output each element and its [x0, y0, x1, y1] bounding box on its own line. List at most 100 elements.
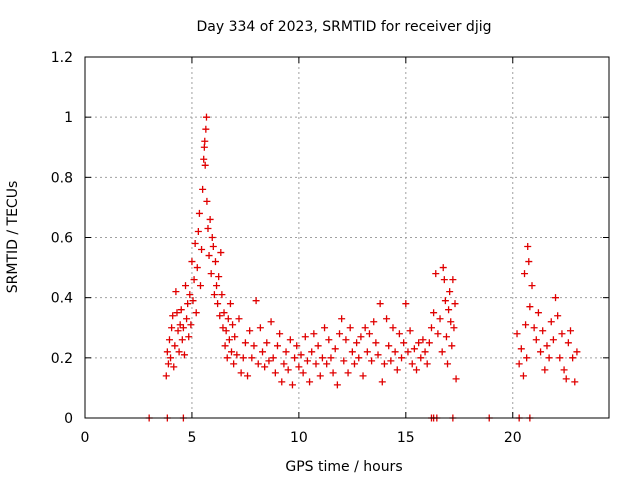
data-point: [196, 282, 204, 290]
data-point: [524, 243, 532, 251]
data-point: [179, 324, 187, 332]
data-point: [225, 336, 233, 344]
data-point: [338, 315, 346, 323]
data-point: [344, 369, 352, 377]
data-point: [385, 342, 393, 350]
data-point: [543, 342, 551, 350]
data-point: [206, 215, 214, 223]
data-point: [333, 381, 341, 389]
data-point: [329, 369, 337, 377]
data-point: [439, 264, 447, 272]
data-point: [560, 366, 568, 374]
data-point: [450, 324, 458, 332]
data-point: [265, 357, 273, 365]
data-point: [202, 125, 210, 133]
data-point: [164, 360, 172, 368]
data-point: [267, 318, 275, 326]
data-point: [331, 345, 339, 353]
data-point: [534, 309, 542, 317]
data-point: [205, 252, 213, 260]
data-point: [446, 288, 454, 296]
data-point: [340, 357, 348, 365]
data-point: [353, 339, 361, 347]
y-axis-label: SRMTID / TECUs: [5, 181, 21, 294]
data-point: [246, 327, 254, 335]
data-point: [187, 321, 195, 329]
data-point: [188, 258, 196, 266]
data-point: [208, 234, 216, 241]
data-point: [530, 324, 538, 332]
data-point: [417, 354, 425, 362]
data-point: [571, 378, 579, 386]
data-point: [513, 330, 521, 338]
data-point: [293, 342, 301, 350]
data-point: [237, 369, 245, 377]
data-point: [215, 273, 223, 281]
data-point: [521, 270, 529, 278]
data-point: [282, 348, 290, 356]
data-point: [170, 363, 178, 371]
data-point: [567, 327, 575, 335]
data-point: [200, 143, 208, 151]
data-point: [545, 354, 553, 362]
data-point: [230, 360, 238, 368]
data-point: [323, 360, 331, 368]
data-point: [573, 348, 581, 356]
data-point: [449, 276, 457, 284]
x-tick-label: 5: [187, 430, 196, 446]
data-point: [355, 354, 363, 362]
data-point: [365, 330, 373, 338]
y-tick-label: 1: [64, 110, 73, 126]
data-point: [451, 300, 459, 308]
data-point: [248, 354, 256, 362]
data-point: [556, 354, 564, 362]
data-point: [169, 312, 177, 320]
data-point: [421, 348, 429, 356]
data-point: [537, 348, 545, 356]
data-point: [271, 369, 279, 377]
data-point: [168, 324, 176, 332]
data-point: [393, 366, 401, 374]
data-point: [314, 342, 322, 350]
data-point: [413, 366, 421, 374]
data-point: [383, 315, 391, 323]
data-point: [198, 246, 206, 254]
data-point: [430, 309, 438, 317]
data-point: [370, 318, 378, 326]
data-point: [419, 336, 427, 344]
data-point: [278, 378, 286, 386]
data-point: [216, 312, 224, 320]
y-tick-label: 0.6: [51, 231, 73, 247]
data-point: [219, 324, 227, 332]
data-point: [325, 336, 333, 344]
data-point: [192, 309, 200, 317]
data-point: [174, 327, 182, 335]
data-point: [541, 366, 549, 374]
data-point: [318, 354, 326, 362]
data-point: [213, 282, 221, 290]
data-point: [184, 300, 192, 308]
data-point: [221, 342, 229, 350]
data-point: [220, 309, 228, 317]
x-tick-label: 20: [504, 430, 522, 446]
data-point: [276, 330, 284, 338]
data-point: [284, 366, 292, 374]
data-point: [235, 315, 243, 323]
y-tick-label: 0: [64, 411, 73, 427]
data-point: [209, 243, 217, 251]
data-point: [223, 354, 231, 362]
data-point: [519, 372, 527, 380]
data-point: [532, 336, 540, 344]
data-point: [195, 209, 203, 217]
data-point: [173, 309, 181, 317]
data-point: [229, 321, 237, 329]
data-point: [389, 324, 397, 332]
data-point: [201, 161, 209, 169]
data-point: [222, 327, 230, 335]
plot-frame: [84, 56, 610, 419]
data-point: [231, 333, 239, 341]
data-point: [301, 333, 309, 341]
x-tick-label: 15: [397, 430, 415, 446]
data-point: [406, 327, 414, 335]
data-point: [308, 348, 316, 356]
